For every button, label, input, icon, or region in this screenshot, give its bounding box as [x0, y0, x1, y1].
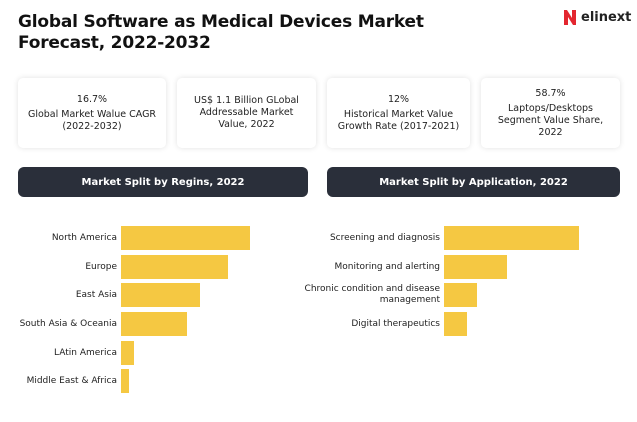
category-label: Chronic condition and disease management: [304, 284, 440, 305]
chart-title: Market Split by Application, 2022: [327, 167, 620, 197]
category-label: Monitoring and alerting: [334, 261, 440, 272]
stat-card: 58.7% Laptops/Desktops Segment Value Shar…: [481, 78, 620, 148]
bar: [121, 369, 129, 393]
page-title: Global Software as Medical Devices Marke…: [18, 12, 424, 53]
stat-card: US$ 1.1 Billion GLobal Addressable Marke…: [177, 78, 316, 148]
category-label: Europe: [85, 261, 117, 272]
bar: [444, 283, 477, 307]
stat-card: 16.7% Global Market Walue CAGR (2022-2032…: [18, 78, 166, 148]
stat-label: US$ 1.1 Billion GLobal Addressable Marke…: [194, 95, 299, 130]
logo-text: elinext: [581, 9, 632, 25]
category-label: North America: [51, 232, 117, 243]
stat-value: 58.7%: [535, 87, 566, 99]
category-label: South Asia & Oceania: [19, 318, 117, 329]
category-label: LAtin America: [54, 347, 117, 358]
bar: [121, 283, 200, 307]
bar: [121, 341, 134, 365]
logo-icon: [564, 10, 576, 25]
category-label: Screening and diagnosis: [329, 232, 440, 243]
category-label: Middle East & Africa: [26, 375, 117, 386]
category-label: Digital therapeutics: [351, 318, 440, 329]
logo: elinext: [563, 8, 631, 26]
stat-value: 12%: [387, 93, 410, 105]
stat-card: 12% Historical Market Value Growth Rate (…: [327, 78, 470, 148]
bar: [444, 312, 467, 336]
stat-label: Laptops/Desktops Segment Value Share, 20…: [497, 102, 604, 138]
chart-title: Market Split by Regins, 2022: [18, 167, 308, 197]
stat-label: Historical Market Value Growth Rate (201…: [337, 108, 460, 132]
bar: [444, 255, 507, 279]
stat-value: 16.7%: [76, 93, 108, 105]
bar: [121, 255, 228, 279]
stat-label: Global Market Walue CAGR (2022-2032): [27, 108, 157, 132]
bar: [121, 226, 250, 250]
bar: [444, 226, 579, 250]
bar: [121, 312, 187, 336]
category-label: East Asia: [75, 289, 117, 300]
